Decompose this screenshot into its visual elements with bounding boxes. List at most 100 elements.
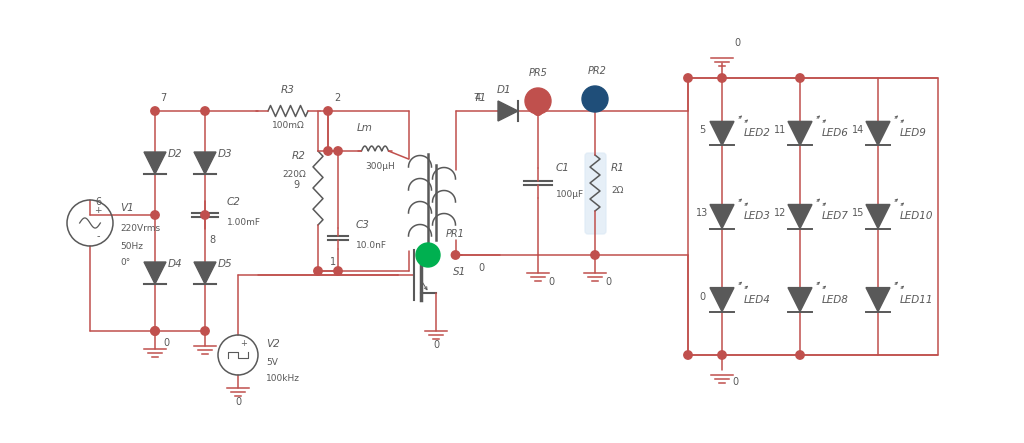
Circle shape — [582, 86, 608, 112]
Polygon shape — [710, 205, 734, 229]
Text: 1.00mF: 1.00mF — [227, 218, 261, 227]
Polygon shape — [144, 262, 166, 284]
Text: 300μH: 300μH — [366, 162, 395, 171]
Polygon shape — [866, 205, 890, 229]
Text: +: + — [241, 339, 248, 349]
Circle shape — [324, 147, 332, 155]
Text: -: - — [96, 231, 99, 241]
Circle shape — [718, 74, 726, 82]
Circle shape — [201, 327, 209, 335]
Text: R2: R2 — [292, 151, 306, 161]
Polygon shape — [498, 101, 518, 121]
Circle shape — [313, 267, 323, 275]
Text: 0: 0 — [433, 340, 439, 350]
Polygon shape — [144, 152, 166, 174]
Polygon shape — [194, 262, 216, 284]
Circle shape — [334, 267, 342, 275]
Circle shape — [684, 74, 692, 82]
Circle shape — [201, 107, 209, 115]
Text: 5: 5 — [698, 125, 706, 136]
Text: V1: V1 — [120, 203, 134, 213]
Circle shape — [324, 107, 332, 115]
Text: +: + — [94, 206, 101, 215]
Text: 50Hz: 50Hz — [120, 242, 143, 251]
Text: D1: D1 — [497, 85, 511, 95]
Polygon shape — [788, 288, 812, 311]
Text: 12: 12 — [774, 209, 786, 218]
Text: R3: R3 — [281, 85, 295, 95]
Text: D2: D2 — [168, 149, 182, 159]
Text: LED11: LED11 — [900, 295, 934, 305]
Text: C1: C1 — [556, 163, 570, 173]
Text: V: V — [535, 96, 542, 106]
Circle shape — [452, 251, 460, 259]
Text: 0: 0 — [234, 397, 241, 407]
Circle shape — [151, 327, 159, 335]
Circle shape — [525, 88, 551, 114]
Text: V2: V2 — [266, 339, 280, 349]
Text: 14: 14 — [852, 125, 864, 136]
Circle shape — [684, 351, 692, 359]
Polygon shape — [788, 205, 812, 229]
Text: 13: 13 — [696, 209, 709, 218]
Polygon shape — [710, 288, 734, 311]
Text: PR2: PR2 — [588, 66, 606, 76]
Circle shape — [334, 147, 342, 155]
Text: 0: 0 — [734, 38, 740, 48]
Text: 0: 0 — [548, 277, 554, 287]
Circle shape — [151, 211, 159, 219]
Text: 8: 8 — [209, 235, 215, 245]
Text: 0: 0 — [163, 338, 169, 348]
Text: 1: 1 — [330, 257, 336, 267]
Text: LED2: LED2 — [744, 128, 771, 138]
Text: A: A — [591, 94, 599, 104]
Text: 5V: 5V — [266, 358, 278, 367]
Polygon shape — [194, 152, 216, 174]
Text: 0: 0 — [699, 291, 706, 302]
Polygon shape — [866, 121, 890, 145]
Text: 100kHz: 100kHz — [266, 374, 300, 383]
Text: 0: 0 — [732, 377, 738, 387]
Text: A: A — [425, 250, 431, 260]
Text: R1: R1 — [611, 163, 625, 173]
Circle shape — [151, 107, 159, 115]
Text: 220Ω: 220Ω — [283, 170, 306, 179]
Text: 2: 2 — [334, 93, 340, 103]
Circle shape — [151, 327, 159, 335]
Text: 0: 0 — [605, 277, 611, 287]
Circle shape — [796, 74, 804, 82]
Text: 6: 6 — [95, 197, 101, 207]
Text: LED4: LED4 — [744, 295, 771, 305]
Text: C3: C3 — [356, 220, 370, 230]
Text: T1: T1 — [474, 93, 487, 103]
Text: 0: 0 — [478, 263, 484, 273]
Circle shape — [591, 251, 599, 259]
Text: 10.0nF: 10.0nF — [356, 241, 387, 250]
Text: LED6: LED6 — [822, 128, 849, 138]
Text: LED9: LED9 — [900, 128, 927, 138]
Text: PR5: PR5 — [528, 68, 548, 78]
Text: D4: D4 — [168, 259, 182, 269]
Text: LED8: LED8 — [822, 295, 849, 305]
Polygon shape — [788, 121, 812, 145]
Text: LED7: LED7 — [822, 211, 849, 222]
Text: 4: 4 — [475, 93, 481, 103]
Text: 0°: 0° — [120, 258, 130, 267]
Polygon shape — [866, 288, 890, 311]
Text: 9: 9 — [293, 180, 299, 190]
Text: 11: 11 — [774, 125, 786, 136]
Circle shape — [534, 107, 542, 115]
Text: D3: D3 — [218, 149, 232, 159]
Text: LED10: LED10 — [900, 211, 934, 222]
Circle shape — [201, 211, 209, 219]
Text: 100μF: 100μF — [556, 190, 584, 199]
Text: 7: 7 — [160, 93, 166, 103]
Circle shape — [534, 107, 542, 115]
Text: S1: S1 — [453, 267, 466, 277]
Circle shape — [416, 243, 440, 267]
Circle shape — [796, 351, 804, 359]
Text: LED3: LED3 — [744, 211, 771, 222]
Circle shape — [718, 351, 726, 359]
FancyBboxPatch shape — [585, 153, 606, 234]
Text: 15: 15 — [852, 209, 864, 218]
